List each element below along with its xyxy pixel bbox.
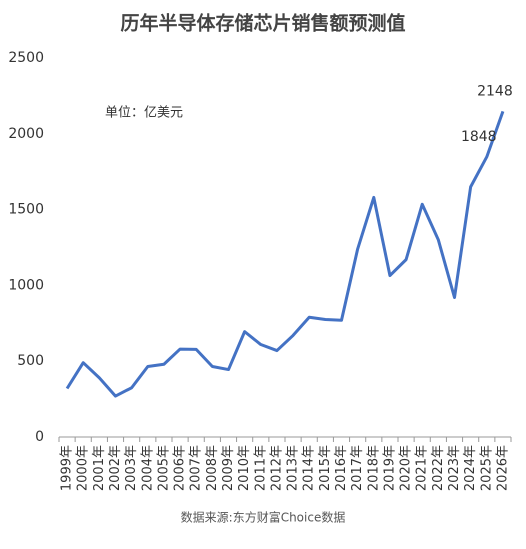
x-tick-label: 2000年 (76, 445, 91, 491)
y-tick-label: 1500 (8, 202, 44, 218)
y-tick-label: 0 (35, 429, 44, 445)
x-tick-label: 2018年 (366, 445, 381, 491)
x-tick-label: 2009年 (221, 445, 236, 491)
x-tick-label: 2012年 (269, 445, 284, 491)
x-tick-label: 2008年 (205, 445, 220, 491)
y-tick-label: 2000 (8, 126, 44, 142)
source-note: 数据来源:东方财富Choice数据 (181, 510, 346, 525)
x-tick-label: 2013年 (286, 445, 301, 491)
x-tick-label: 2026年 (495, 445, 510, 491)
x-tick-label: 2007年 (189, 445, 204, 491)
x-tick-label: 2024年 (463, 445, 478, 491)
y-tick-label: 2500 (8, 50, 44, 66)
x-tick-label: 2014年 (302, 445, 317, 491)
x-tick-label: 2019年 (382, 445, 397, 491)
x-tick-label: 2025年 (479, 445, 494, 491)
x-tick-label: 2021年 (415, 445, 430, 491)
x-tick-label: 2017年 (350, 445, 365, 491)
x-tick-label: 2022年 (431, 445, 446, 491)
data-label: 1848 (461, 129, 497, 145)
x-tick-label: 2001年 (92, 445, 107, 491)
y-tick-label: 1000 (8, 277, 44, 293)
x-tick-label: 2004年 (140, 445, 155, 491)
unit-note: 单位：亿美元 (105, 106, 183, 121)
x-tick-label: 1999年 (60, 445, 75, 491)
x-tick-label: 2010年 (237, 445, 252, 491)
chart-title: 历年半导体存储芯片销售额预测值 (120, 12, 405, 35)
x-tick-label: 2020年 (399, 445, 414, 491)
x-tick-label: 2016年 (334, 445, 349, 491)
x-tick-label: 2011年 (253, 445, 268, 491)
y-tick-label: 500 (17, 353, 44, 369)
x-tick-label: 2005年 (156, 445, 171, 491)
x-tick-label: 2002年 (108, 445, 123, 491)
x-tick-label: 2003年 (124, 445, 139, 491)
x-tick-label: 2015年 (318, 445, 333, 491)
data-label: 2148 (477, 83, 513, 99)
line-series (65, 110, 505, 398)
x-tick-label: 2006年 (173, 445, 188, 491)
x-tick-label: 2023年 (447, 445, 462, 491)
